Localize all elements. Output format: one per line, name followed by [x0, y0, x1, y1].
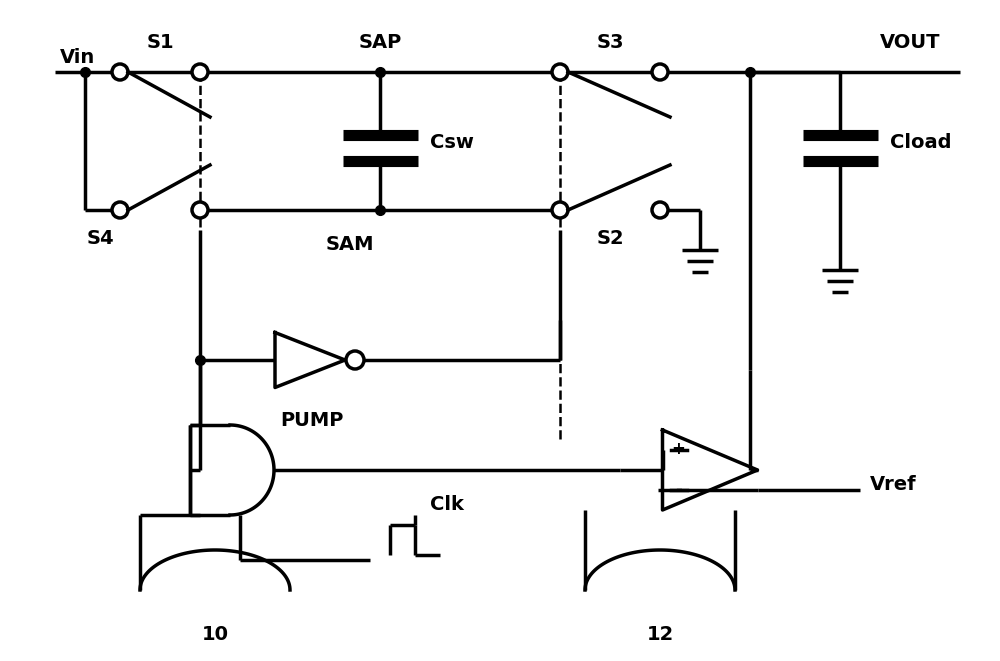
Text: VOUT: VOUT — [880, 32, 940, 52]
Text: Clk: Clk — [430, 496, 464, 514]
Text: Csw: Csw — [430, 134, 474, 153]
Circle shape — [346, 351, 364, 369]
Text: 10: 10 — [202, 625, 228, 644]
Circle shape — [552, 64, 568, 80]
Text: S3: S3 — [596, 32, 624, 52]
Text: +: + — [672, 440, 685, 458]
Circle shape — [192, 202, 208, 218]
Text: SAP: SAP — [358, 32, 402, 52]
Text: 12: 12 — [646, 625, 674, 644]
Text: PUMP: PUMP — [280, 410, 343, 430]
Text: S1: S1 — [146, 32, 174, 52]
Circle shape — [112, 64, 128, 80]
Circle shape — [652, 202, 668, 218]
Circle shape — [552, 202, 568, 218]
Text: -: - — [675, 481, 682, 499]
Circle shape — [112, 202, 128, 218]
Text: Cload: Cload — [890, 134, 952, 153]
Circle shape — [652, 64, 668, 80]
Text: SAM: SAM — [326, 235, 374, 254]
Text: Vin: Vin — [60, 48, 95, 67]
Text: Vref: Vref — [870, 475, 917, 494]
Text: S2: S2 — [596, 229, 624, 247]
Circle shape — [192, 64, 208, 80]
Text: S4: S4 — [86, 229, 114, 247]
